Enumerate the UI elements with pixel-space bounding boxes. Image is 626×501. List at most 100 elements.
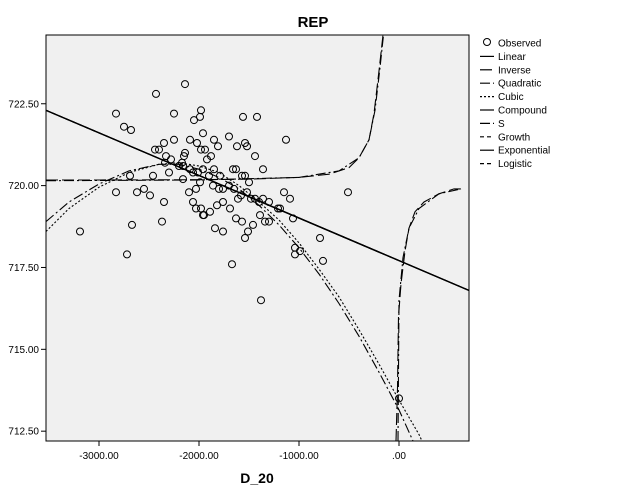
observed-point (192, 204, 200, 213)
observed-point (160, 139, 168, 147)
observed-point (179, 162, 187, 170)
legend-marker-observed (483, 38, 491, 46)
observed-point (253, 112, 261, 121)
observed-point (213, 201, 221, 210)
observed-point (215, 184, 223, 193)
y-tick-label: 715.00 (8, 345, 39, 356)
observed-point (205, 171, 213, 180)
observed-point (133, 188, 141, 197)
observed-point (167, 155, 175, 164)
observed-point (237, 191, 245, 200)
x-axis: -3000.00 -2000.00 -1000.00 .00 (79, 441, 406, 462)
observed-point (186, 135, 194, 144)
x-axis-label: D_20 (240, 470, 274, 486)
observed-point (280, 188, 288, 197)
legend-label-exponential: Exponential (498, 146, 550, 157)
observed-point (259, 165, 267, 174)
observed-point (239, 112, 247, 121)
observed-point (209, 181, 217, 190)
observed-point (219, 184, 227, 193)
observed-point (112, 109, 120, 118)
observed-point (238, 171, 246, 180)
observed-point (178, 158, 186, 167)
observed-point (286, 194, 294, 203)
y-tick-label: 720.00 (8, 181, 39, 192)
observed-point (241, 171, 249, 180)
observed-point (344, 188, 352, 197)
observed-point (76, 227, 84, 236)
observed-point (232, 214, 240, 223)
observed-point (185, 188, 193, 197)
observed-point (265, 198, 273, 206)
fit-line-s (46, 35, 385, 182)
legend-label-logistic: Logistic (498, 159, 532, 170)
observed-point (199, 129, 207, 138)
plot-background (45, 34, 470, 442)
observed-point (128, 220, 136, 229)
legend-label-linear: Linear (498, 52, 526, 63)
fit-line-exponential (46, 109, 469, 291)
observed-point (190, 116, 198, 125)
x-tick-label: -3000.00 (79, 451, 119, 462)
observed-point (207, 152, 215, 161)
observed-point (214, 142, 222, 151)
observed-point (181, 80, 189, 89)
observed-point (257, 296, 265, 305)
x-tick-label: -2000.00 (179, 451, 219, 462)
observed-point (241, 234, 249, 242)
observed-point (276, 204, 284, 213)
observed-point (249, 220, 257, 229)
observed-point (319, 256, 327, 265)
observed-point (225, 132, 233, 141)
observed-point (229, 165, 237, 174)
legend-label-observed: Observed (498, 39, 541, 50)
y-tick-label: 717.50 (8, 263, 39, 274)
fit-line-quadratic (46, 163, 414, 441)
observed-point (189, 198, 197, 206)
observed-point (244, 227, 252, 236)
observed-point (233, 142, 241, 151)
observed-point (146, 191, 154, 200)
observed-point (140, 184, 148, 193)
observed-point (210, 135, 218, 144)
observed-point (206, 207, 214, 216)
observed-point (256, 211, 264, 220)
observed-point (179, 175, 187, 184)
observed-point (232, 165, 240, 174)
observed-point (165, 168, 173, 177)
observed-point (201, 145, 209, 154)
legend-label-s: S (498, 119, 505, 130)
observed-point (395, 394, 403, 403)
observed-point (289, 214, 297, 223)
legend-label-growth: Growth (498, 132, 530, 143)
observed-point (251, 152, 259, 161)
observed-point (238, 217, 246, 226)
observed-point (296, 247, 304, 256)
observed-point (192, 184, 200, 193)
fitted-curves (46, 35, 469, 441)
observed-points (76, 80, 403, 403)
observed-point (151, 145, 159, 154)
observed-point (247, 194, 255, 203)
observed-point (261, 217, 269, 226)
observed-point (197, 145, 205, 154)
observed-point (199, 165, 207, 174)
observed-point (211, 224, 219, 233)
observed-point (160, 198, 168, 206)
observed-point (282, 135, 290, 144)
observed-point (219, 227, 227, 236)
observed-point (259, 194, 267, 203)
legend: Observed Linear Inverse Quadratic Cubic Compo… (480, 38, 550, 170)
observed-point (216, 171, 224, 180)
observed-point (193, 139, 201, 147)
y-axis: 712.50 715.00 717.50 720.00 722.50 (8, 99, 46, 438)
observed-point (219, 198, 227, 206)
observed-point (149, 171, 157, 180)
observed-point (228, 260, 236, 269)
observed-point (112, 188, 120, 197)
legend-label-cubic: Cubic (498, 92, 524, 103)
x-tick-label: .00 (392, 451, 406, 462)
observed-point (152, 89, 160, 98)
y-tick-label: 712.50 (8, 427, 39, 438)
observed-point (170, 135, 178, 144)
